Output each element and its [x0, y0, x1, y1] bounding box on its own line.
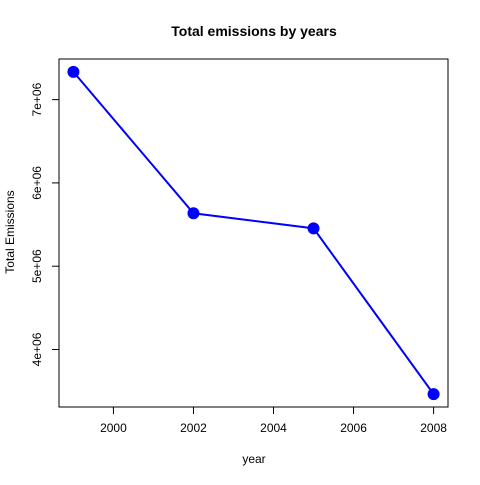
x-axis-label: year	[242, 452, 265, 466]
x-tick-label: 2002	[180, 421, 207, 435]
x-axis: 2000 2002 2004 2006 2008	[100, 407, 447, 435]
y-tick-label: 6e+06	[30, 166, 44, 200]
series-layer	[67, 65, 440, 401]
chart-title: Total emissions by years	[171, 23, 337, 39]
data-point	[187, 207, 200, 220]
x-tick-label: 2000	[100, 421, 127, 435]
x-tick-label: 2008	[420, 421, 447, 435]
y-tick-label: 4e+06	[30, 332, 44, 366]
data-point	[427, 388, 440, 401]
x-tick-label: 2006	[340, 421, 367, 435]
y-axis-label: Total Emissions	[3, 190, 17, 273]
plot-frame	[58, 58, 449, 408]
data-point	[307, 222, 320, 235]
x-tick-label: 2004	[260, 421, 287, 435]
series-line	[72, 71, 435, 395]
y-tick-label: 7e+06	[30, 82, 44, 116]
data-point	[67, 65, 80, 78]
y-tick-label: 5e+06	[30, 249, 44, 283]
y-axis: 4e+06 5e+06 6e+06 7e+06	[30, 82, 59, 366]
